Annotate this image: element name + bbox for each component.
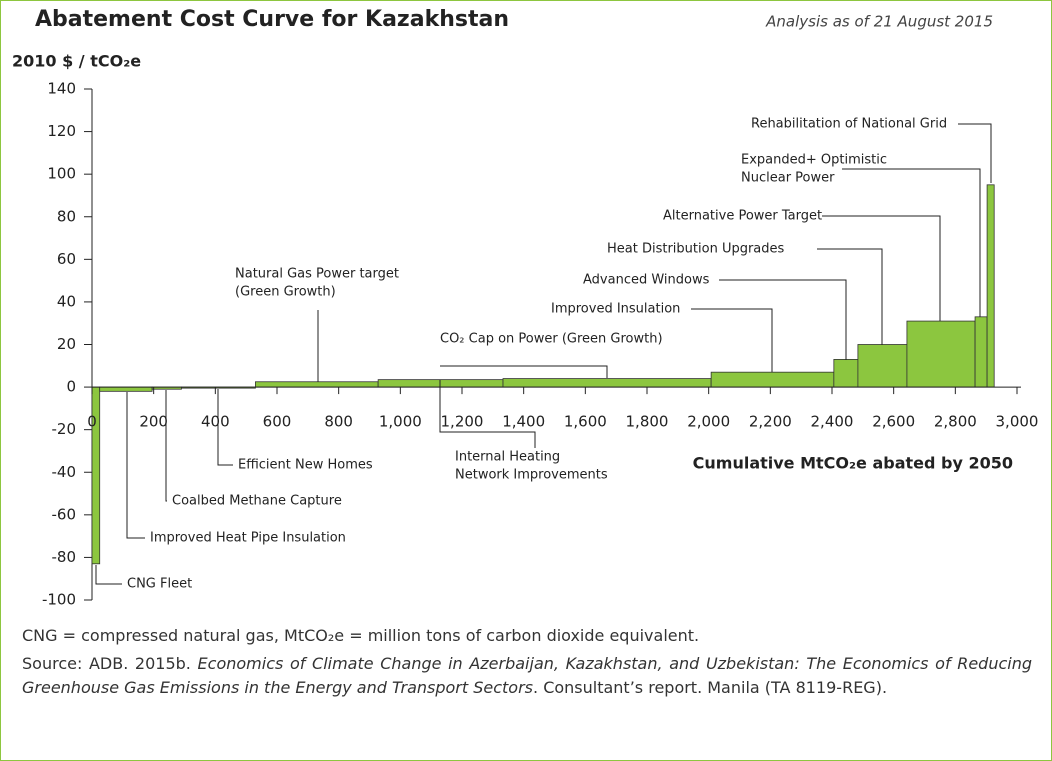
leader-line (95, 565, 122, 585)
y-tick-label: 40 (57, 292, 76, 310)
x-tick-label: 2,400 (811, 413, 854, 431)
bar-label: Improved Heat Pipe Insulation (150, 531, 346, 546)
leader-line (165, 390, 167, 502)
leader-line (719, 279, 847, 360)
bar-label: CNG Fleet (127, 577, 192, 592)
x-tick-label: 2,200 (749, 413, 792, 431)
leader-line (842, 168, 981, 317)
bar (99, 386, 153, 392)
x-tick-label: 2,600 (872, 413, 915, 431)
y-tick-label: 0 (66, 378, 76, 396)
source-prefix: Source: ADB. 2015b. (22, 654, 191, 673)
y-tick-label: 60 (57, 250, 76, 268)
y-axis-label: 2010 $ / tCO₂e (12, 52, 141, 71)
x-tick-label: 600 (263, 413, 292, 431)
bar-label: Internal Heating (455, 450, 560, 465)
bar (255, 381, 379, 388)
bar-label: Nuclear Power (741, 171, 835, 186)
leader-line (817, 248, 883, 345)
y-tick-label: -60 (52, 505, 77, 523)
x-tick-label: 1,400 (502, 413, 545, 431)
y-tick-label: 140 (47, 80, 76, 98)
bar-label: CO₂ Cap on Power (Green Growth) (440, 332, 663, 347)
bar-label: Coalbed Methane Capture (172, 494, 342, 509)
bar-label: Advanced Windows (583, 273, 710, 288)
leader-line (217, 389, 233, 466)
y-tick-label: 80 (57, 207, 76, 225)
x-tick-label: 1,600 (564, 413, 607, 431)
y-tick-label: -40 (52, 463, 77, 481)
source-suffix: . Consultant’s report. Manila (TA 8119-R… (533, 678, 888, 697)
y-tick-label: 120 (47, 122, 76, 140)
bar-label: Efficient New Homes (238, 458, 373, 473)
x-tick-label: 2,800 (934, 413, 977, 431)
bar (986, 184, 995, 388)
abbreviations: CNG = compressed natural gas, MtCO₂e = m… (22, 626, 700, 645)
leader-line (126, 392, 145, 539)
bar-label: Alternative Power Target (663, 209, 822, 224)
x-tick-label: 3,000 (996, 413, 1039, 431)
bar-label: Rehabilitation of National Grid (751, 117, 947, 132)
bar (974, 316, 988, 388)
x-tick-label: 1,800 (626, 413, 669, 431)
y-tick-label: -80 (52, 548, 77, 566)
y-tick-label: -100 (42, 591, 76, 609)
x-tick-label: 0 (87, 413, 97, 431)
leader-line (822, 215, 941, 321)
x-tick-label: 800 (324, 413, 353, 431)
y-tick-label: 20 (57, 335, 76, 353)
y-tick-label: -20 (52, 420, 77, 438)
x-tick-label: 200 (139, 413, 168, 431)
leader-line (439, 380, 536, 448)
notes: CNG = compressed natural gas, MtCO₂e = m… (22, 624, 1032, 704)
bar-label: Expanded+ Optimistic (741, 153, 887, 168)
bar (833, 359, 859, 388)
bar-label: (Green Growth) (235, 285, 336, 300)
bar (377, 379, 504, 388)
bar (710, 371, 835, 388)
source: Source: ADB. 2015b. Economics of Climate… (22, 652, 1032, 700)
y-tick-label: 100 (47, 165, 76, 183)
chart: Abatement Cost Curve for Kazakhstan Anal… (12, 7, 1039, 609)
x-tick-label: 1,200 (441, 413, 484, 431)
bar-label: Improved Insulation (551, 302, 680, 317)
bar-label: Heat Distribution Upgrades (607, 242, 785, 257)
x-tick-label: 1,000 (379, 413, 422, 431)
bar-label: Network Improvements (455, 468, 608, 483)
x-tick-label: 2,000 (687, 413, 730, 431)
x-axis-label: Cumulative MtCO₂e abated by 2050 (693, 454, 1013, 473)
bar (906, 320, 976, 388)
x-tick-label: 400 (201, 413, 230, 431)
leader-line (958, 123, 992, 183)
chart-subtitle: Analysis as of 21 August 2015 (765, 13, 993, 31)
leader-line (440, 365, 608, 378)
leader-line (691, 308, 773, 372)
bar (857, 344, 908, 388)
bar-label: Natural Gas Power target (235, 267, 399, 282)
bar (502, 378, 712, 388)
chart-title: Abatement Cost Curve for Kazakhstan (35, 7, 509, 32)
source-title: Economics of Climate Change in Azerbaija… (22, 654, 1032, 697)
